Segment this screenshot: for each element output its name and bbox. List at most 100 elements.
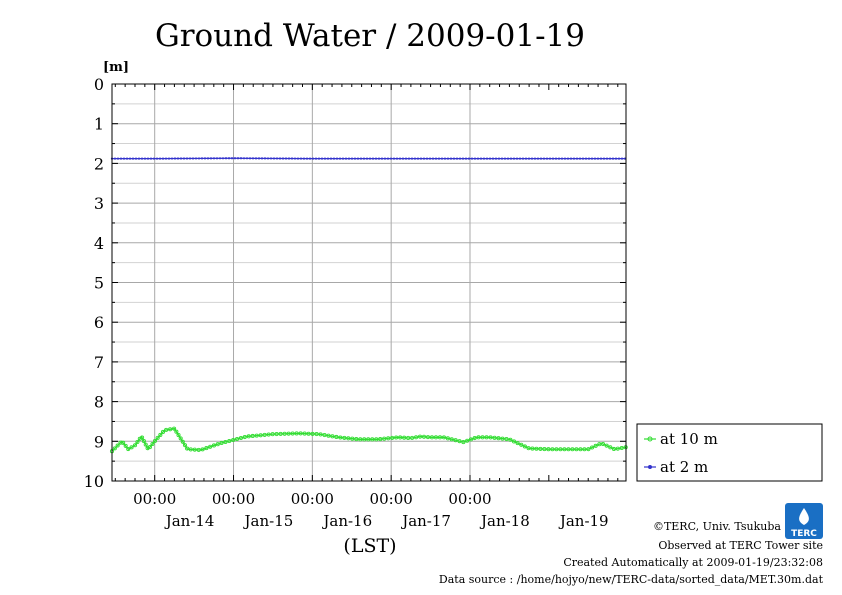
data-point — [344, 157, 348, 160]
data-point — [160, 429, 166, 434]
data-point — [182, 157, 186, 160]
data-point — [140, 157, 144, 160]
data-point — [167, 157, 171, 160]
data-point — [123, 443, 128, 448]
data-point — [248, 157, 252, 160]
x-date-label: Jan-17 — [400, 512, 451, 530]
data-point — [406, 435, 411, 441]
data-point — [119, 157, 123, 160]
data-point — [542, 447, 547, 452]
data-point — [362, 437, 367, 442]
data-point — [570, 447, 575, 452]
data-point — [329, 157, 333, 160]
data-point — [204, 446, 209, 451]
data-point — [398, 435, 403, 440]
y-axis-unit-label: [m] — [103, 60, 129, 75]
x-date-label: Jan-19 — [558, 512, 609, 530]
data-point — [458, 157, 462, 160]
series-at-10m — [109, 426, 628, 454]
data-point — [377, 157, 381, 160]
data-point — [317, 157, 321, 160]
data-point — [239, 157, 243, 160]
data-point — [302, 157, 306, 160]
data-point — [338, 435, 343, 440]
data-point — [282, 431, 287, 436]
data-point — [370, 437, 375, 442]
data-point — [200, 157, 204, 160]
data-point — [551, 157, 555, 160]
data-point — [496, 436, 501, 441]
data-point — [437, 157, 441, 160]
data-point — [455, 157, 459, 160]
data-point — [587, 157, 591, 160]
data-point — [386, 436, 391, 441]
data-point — [428, 157, 432, 160]
data-point — [526, 446, 531, 451]
data-point — [287, 157, 291, 160]
data-point — [334, 434, 339, 440]
data-point — [366, 437, 371, 442]
data-point — [413, 157, 417, 160]
data-point — [560, 157, 564, 160]
data-point — [116, 157, 120, 160]
data-point — [266, 432, 271, 437]
data-point — [511, 439, 517, 444]
data-point — [566, 157, 570, 160]
data-point — [281, 157, 285, 160]
data-point — [457, 439, 462, 444]
data-point — [586, 447, 591, 452]
data-point — [122, 157, 126, 160]
data-point — [238, 435, 243, 441]
data-point — [512, 157, 516, 160]
data-point — [398, 157, 402, 160]
data-point — [557, 157, 561, 160]
data-point — [258, 433, 263, 438]
data-point — [615, 446, 620, 451]
data-point — [134, 157, 138, 160]
data-point — [542, 157, 546, 160]
data-point — [332, 157, 336, 160]
data-point — [155, 435, 160, 440]
data-point — [620, 157, 624, 160]
terc-logo: TERC — [785, 503, 823, 539]
data-point — [374, 437, 379, 442]
data-point — [178, 436, 183, 441]
data-point — [326, 433, 331, 438]
data-point — [128, 157, 132, 160]
data-point — [380, 157, 384, 160]
data-point — [208, 444, 213, 449]
data-point — [524, 157, 528, 160]
data-point — [485, 157, 489, 160]
data-point — [236, 157, 240, 160]
data-point — [389, 157, 393, 160]
data-point — [394, 435, 399, 440]
data-point — [278, 431, 283, 436]
data-point — [270, 432, 275, 437]
data-point — [335, 157, 339, 160]
data-point — [254, 157, 258, 160]
data-point — [242, 157, 246, 160]
data-point — [545, 157, 549, 160]
data-point — [521, 157, 525, 160]
data-point — [278, 157, 282, 160]
data-point — [227, 438, 232, 444]
data-point — [152, 438, 158, 443]
credit-created: Created Automatically at 2009-01-19/23:3… — [563, 556, 823, 569]
data-point — [509, 157, 513, 160]
y-tick-label: 2 — [94, 154, 104, 173]
data-point — [402, 435, 407, 440]
legend-swatch-marker — [648, 465, 652, 469]
data-point — [275, 157, 279, 160]
data-point — [362, 157, 366, 160]
legend-swatch-marker — [647, 436, 653, 442]
data-point — [218, 157, 222, 160]
data-point — [488, 157, 492, 160]
data-point — [581, 157, 585, 160]
data-point — [407, 157, 411, 160]
data-point — [118, 440, 123, 445]
data-point — [449, 157, 453, 160]
data-point — [161, 157, 165, 160]
data-point — [330, 434, 335, 439]
data-point — [354, 437, 359, 442]
data-point — [302, 431, 307, 436]
